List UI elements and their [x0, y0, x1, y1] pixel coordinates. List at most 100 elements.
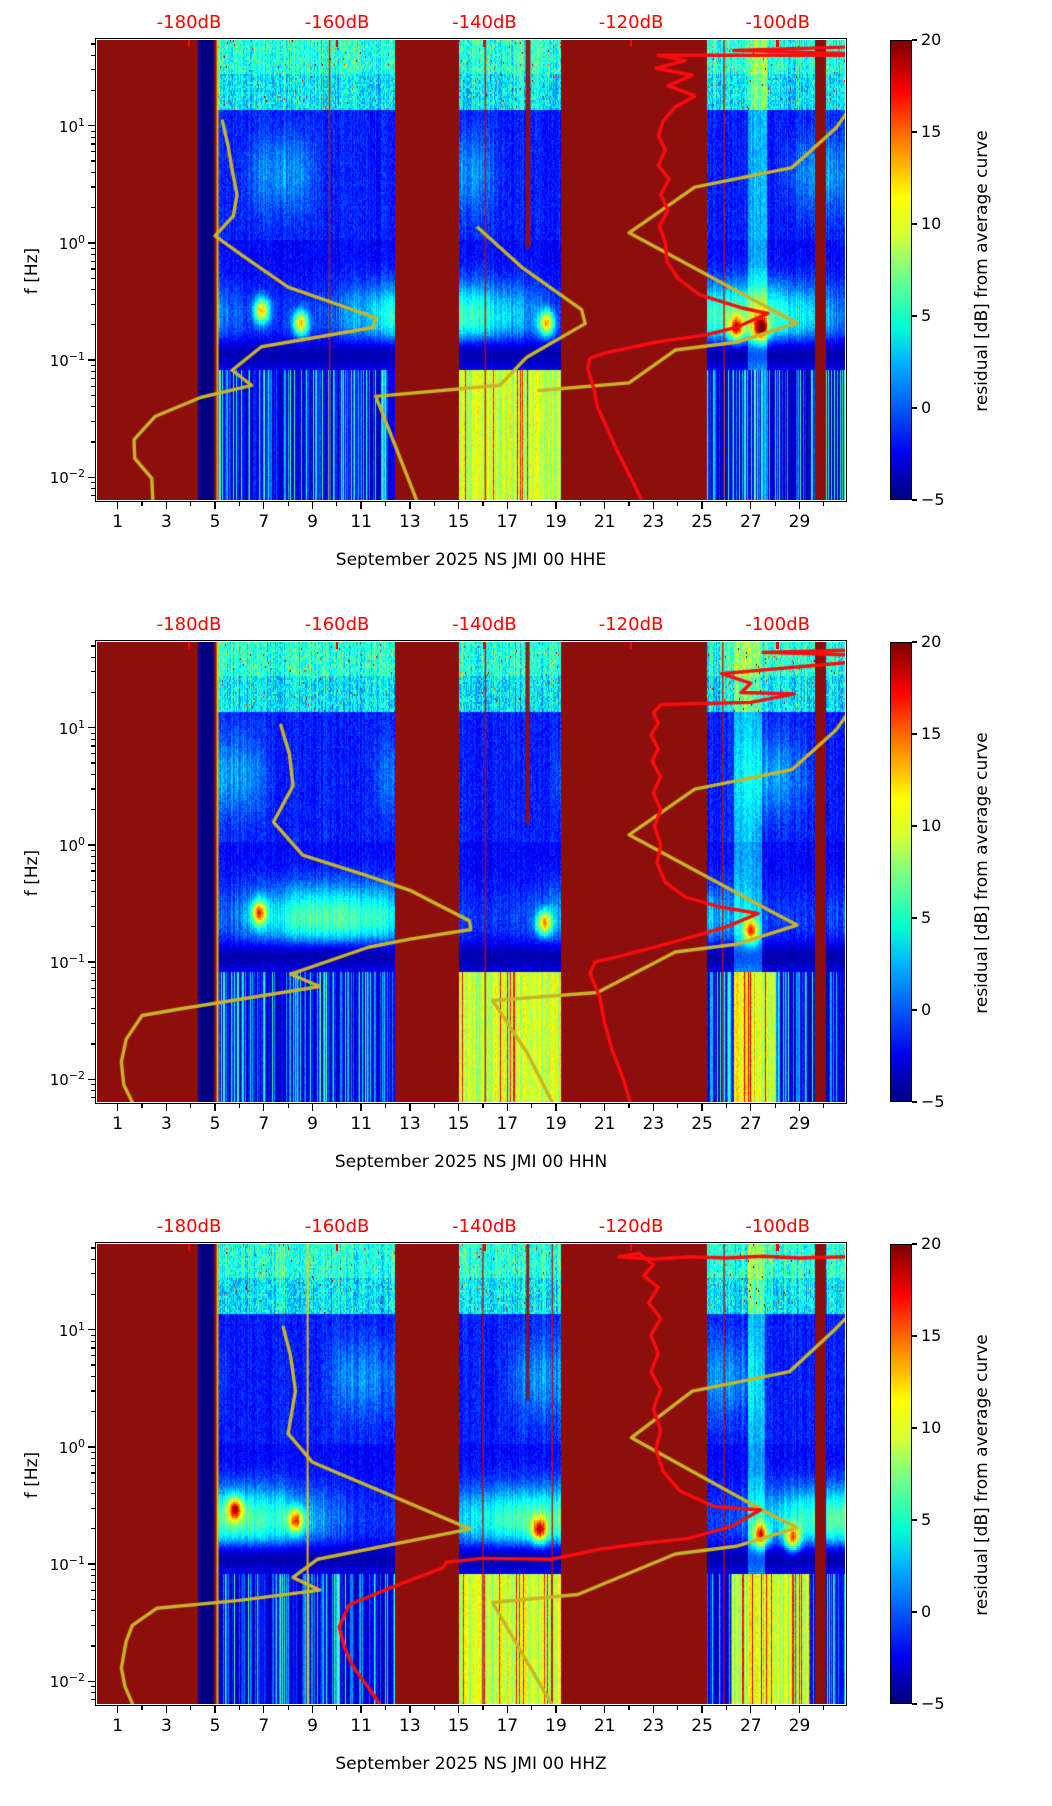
x-tick-label: 7	[258, 512, 270, 532]
colorbar-tick	[912, 223, 917, 225]
x-major-tick	[263, 1705, 265, 1713]
y-minor-tick	[91, 972, 96, 975]
y-tick-label: 10−2	[49, 467, 85, 488]
colorbar-tick	[912, 315, 917, 317]
colorbar-tick-label: −5	[921, 490, 945, 509]
x-major-tick	[603, 1103, 606, 1111]
colorbar-tick-label: 15	[921, 122, 942, 141]
y-axis-label-hhe: f [Hz]	[22, 247, 42, 295]
x-minor-tick	[238, 501, 241, 506]
top-db-tick	[335, 40, 339, 47]
top-db-tick	[483, 642, 486, 649]
y-minor-tick	[91, 1084, 96, 1086]
y-minor-tick	[91, 809, 96, 811]
x-major-tick	[311, 1103, 314, 1111]
x-minor-tick	[774, 1705, 776, 1710]
colorbar-tick	[912, 1519, 917, 1521]
x-minor-tick	[287, 1103, 289, 1108]
y-minor-tick	[91, 54, 96, 56]
y-tick-label: 100	[58, 232, 85, 253]
x-tick-label: 25	[691, 512, 713, 532]
y-major-tick	[88, 1078, 96, 1080]
y-minor-tick	[91, 1273, 96, 1275]
top-db-tick	[629, 40, 633, 47]
x-tick-label: 29	[788, 1716, 811, 1736]
x-major-tick	[457, 501, 460, 509]
y-minor-tick	[91, 385, 96, 387]
y-minor-tick	[91, 1096, 96, 1099]
y-minor-tick	[91, 979, 96, 981]
y-minor-tick	[91, 966, 96, 969]
top-db-label: -140dB	[452, 614, 517, 635]
colorbar-tick-label: 15	[921, 1326, 942, 1345]
x-tick-label: 17	[496, 1716, 519, 1736]
x-major-tick	[360, 1103, 362, 1111]
colorbar-tick-label: 0	[921, 1000, 932, 1019]
x-major-tick	[555, 1705, 557, 1713]
colorbar-tick-label: 20	[921, 30, 942, 49]
y-minor-tick	[91, 1464, 96, 1466]
x-tick-label: 1	[112, 1114, 124, 1134]
y-tick-label: 101	[58, 115, 85, 136]
top-db-label: -140dB	[452, 1216, 517, 1237]
y-minor-tick	[91, 1528, 96, 1530]
colorbar-tick	[912, 1243, 917, 1245]
y-minor-tick	[91, 1247, 96, 1249]
top-db-tick	[483, 1244, 486, 1251]
spectrogram-canvas-hhn	[97, 642, 845, 1102]
y-minor-tick	[91, 394, 96, 396]
x-minor-tick	[774, 501, 776, 506]
y-minor-tick	[91, 1390, 96, 1392]
x-minor-tick	[677, 1103, 679, 1108]
x-tick-label: 29	[788, 512, 811, 532]
colorbar-tick-label: 0	[921, 1602, 932, 1621]
top-db-label: -100dB	[745, 1216, 810, 1237]
x-minor-tick	[190, 1705, 192, 1710]
y-major-tick	[88, 476, 96, 478]
top-db-tick	[776, 40, 779, 47]
y-minor-tick	[91, 1375, 96, 1378]
x-minor-tick	[482, 1103, 484, 1108]
y-minor-tick	[91, 671, 96, 673]
colorbar-tick-label: 10	[921, 1418, 942, 1437]
x-major-tick	[214, 1103, 216, 1111]
x-tick-label: 17	[496, 512, 519, 532]
top-db-tick	[187, 1244, 191, 1251]
colorbar-tick	[912, 1703, 917, 1705]
y-tick-label: 10−2	[49, 1671, 85, 1692]
x-minor-tick	[823, 1705, 825, 1710]
x-major-tick	[409, 1103, 411, 1111]
x-tick-label: 19	[545, 1114, 567, 1134]
x-tick-label: 19	[545, 1716, 567, 1736]
y-tick-label: 10−1	[49, 1554, 85, 1575]
y-minor-tick	[91, 1686, 96, 1688]
colorbar-tick-label: 10	[921, 214, 942, 233]
x-major-tick	[165, 501, 168, 509]
y-minor-tick	[91, 1457, 96, 1459]
x-major-tick	[506, 1103, 508, 1111]
y-minor-tick	[91, 1364, 96, 1366]
y-minor-tick	[91, 89, 96, 92]
x-major-tick	[701, 1103, 703, 1111]
y-minor-tick	[91, 1472, 96, 1474]
x-tick-label: 3	[160, 1114, 172, 1134]
y-minor-tick	[91, 762, 96, 764]
y-minor-tick	[91, 1090, 96, 1092]
x-tick-label: 1	[112, 1716, 124, 1736]
colorbar-gradient-hhz	[891, 1245, 911, 1703]
y-minor-tick	[91, 160, 96, 162]
x-major-tick	[409, 1705, 411, 1713]
x-minor-tick	[774, 1103, 776, 1108]
x-minor-tick	[433, 1705, 435, 1710]
colorbar-tick	[912, 733, 917, 735]
x-major-tick	[457, 1103, 460, 1111]
colorbar-tick-label: −5	[921, 1694, 945, 1713]
x-tick-label: 21	[593, 1114, 616, 1134]
y-minor-tick	[91, 905, 96, 907]
colorbar-tick	[912, 1101, 917, 1103]
colorbar-tick	[912, 407, 917, 409]
x-minor-tick	[336, 1103, 338, 1108]
x-minor-tick	[579, 501, 581, 506]
x-minor-tick	[531, 1705, 533, 1710]
